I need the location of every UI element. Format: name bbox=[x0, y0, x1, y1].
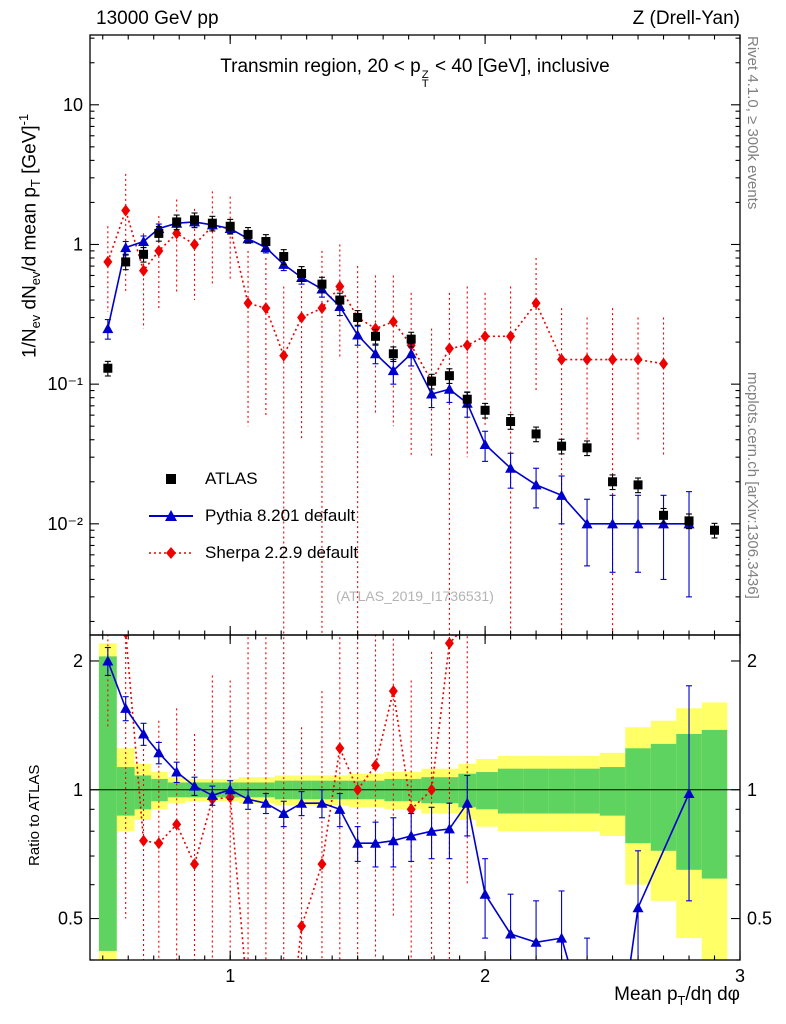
svg-text:10⁻¹: 10⁻¹ bbox=[47, 374, 83, 394]
svg-text:2: 2 bbox=[480, 966, 490, 986]
svg-text:1: 1 bbox=[225, 966, 235, 986]
process-label: Z (Drell-Yan) bbox=[632, 8, 740, 29]
x-axis-label: Mean pT/dη dφ bbox=[614, 984, 740, 1008]
legend-label: Sherpa 2.2.9 default bbox=[205, 542, 359, 562]
plot-title-post: < 40 [GeV], inclusive bbox=[429, 56, 610, 77]
main-y-axis-label: 1/Nev dNev/d mean pT [GeV]-1 bbox=[16, 113, 44, 358]
plot-title-pre: Transmin region, 20 < p bbox=[220, 56, 421, 77]
svg-text:0.5: 0.5 bbox=[58, 909, 83, 929]
rivet-version-label: Rivet 4.1.0, ≥ 300k events bbox=[744, 36, 761, 210]
legend-item-sherpa: Sherpa 2.2.9 default bbox=[148, 534, 358, 571]
svg-text:10⁻²: 10⁻² bbox=[47, 514, 83, 534]
svg-text:1: 1 bbox=[747, 780, 757, 800]
sherpa-diamond-dotted-icon bbox=[148, 544, 194, 562]
svg-text:2: 2 bbox=[73, 651, 83, 671]
legend: ATLAS Pythia 8.201 default Sherpa 2.2.9 … bbox=[148, 460, 358, 571]
ratio-y-axis-label: Ratio to ATLAS bbox=[26, 764, 43, 866]
legend-item-pythia: Pythia 8.201 default bbox=[148, 497, 358, 534]
pythia-triangle-line-icon bbox=[148, 507, 194, 525]
svg-text:1: 1 bbox=[73, 234, 83, 254]
legend-item-atlas: ATLAS bbox=[148, 460, 358, 497]
svg-text:10: 10 bbox=[63, 95, 83, 115]
legend-label: Pythia 8.201 default bbox=[205, 505, 356, 525]
mcplots-arxiv-label: mcplots.cern.ch [arXiv:1306.3436] bbox=[744, 372, 761, 599]
svg-text:0.5: 0.5 bbox=[747, 909, 772, 929]
atlas-square-icon bbox=[148, 470, 194, 488]
legend-label: ATLAS bbox=[205, 468, 258, 488]
analysis-watermark: (ATLAS_2019_I1736531) bbox=[336, 588, 494, 604]
beam-energy-label: 13000 GeV pp bbox=[96, 8, 219, 29]
svg-text:3: 3 bbox=[735, 966, 745, 986]
svg-text:2: 2 bbox=[747, 651, 757, 671]
svg-text:1: 1 bbox=[73, 780, 83, 800]
